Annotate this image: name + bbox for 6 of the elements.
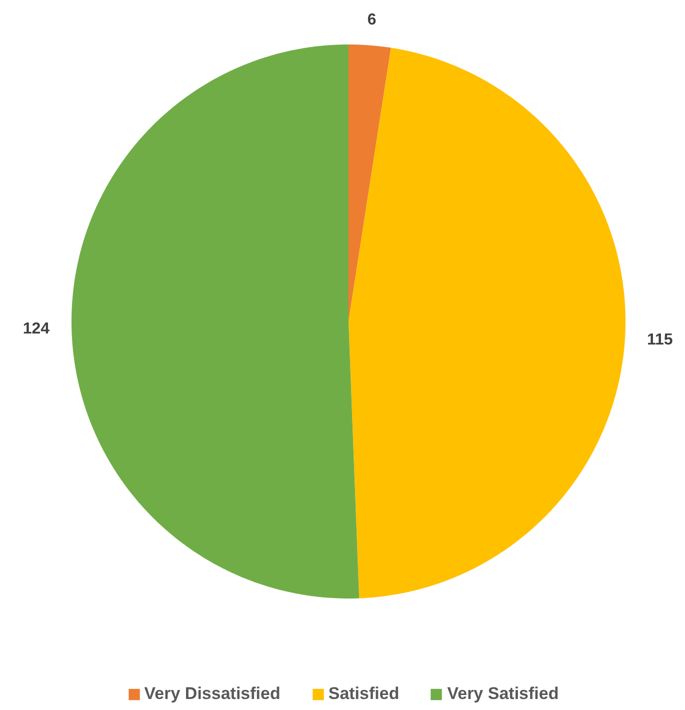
data-label: 6 — [367, 11, 376, 28]
legend-label: Satisfied — [328, 684, 400, 704]
data-label: 115 — [647, 332, 673, 349]
legend-label: Very Satisfied — [447, 684, 559, 704]
legend-label: Very Dissatisfied — [144, 684, 280, 704]
data-label: 124 — [22, 320, 50, 338]
